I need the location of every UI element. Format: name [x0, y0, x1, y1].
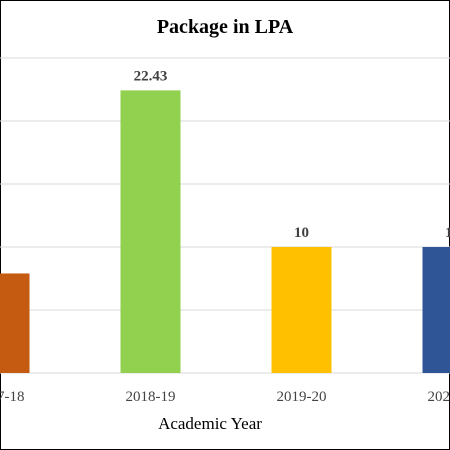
bar-2017-18 — [0, 273, 30, 373]
bar-2019-20 — [271, 247, 332, 373]
x-tick-label: 2018-19 — [126, 389, 176, 405]
data-label: 22.43 — [134, 68, 168, 84]
chart-title: Package in LPA — [157, 16, 294, 38]
gridlines — [0, 57, 450, 374]
x-tick-label: 2019-20 — [277, 389, 327, 405]
x-axis-label: Academic Year — [158, 414, 262, 433]
bar-2018-19 — [120, 90, 181, 373]
data-label: 10 — [294, 225, 309, 241]
bars — [0, 90, 450, 373]
bar-2020-21 — [422, 247, 450, 373]
data-label: 10 — [445, 225, 450, 241]
data-labels: 22.43 10 10 — [134, 68, 450, 241]
x-tick-label: 2017-18 — [0, 389, 25, 405]
